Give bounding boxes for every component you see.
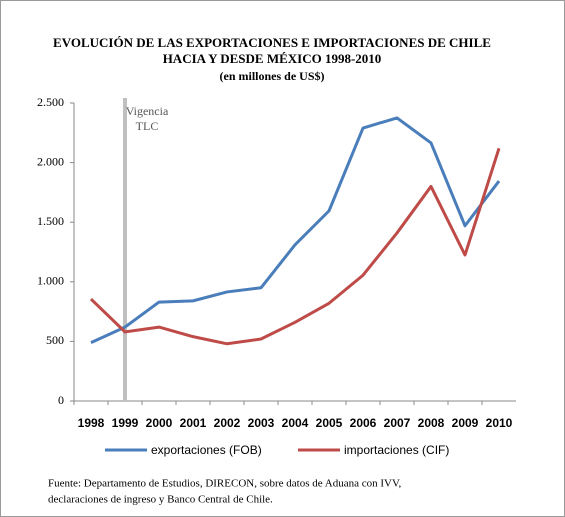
x-tick-label: 2000 <box>146 416 173 430</box>
x-tick-label: 2009 <box>452 416 479 430</box>
series-line <box>89 147 501 346</box>
x-tick-label: 2010 <box>486 416 513 430</box>
x-tick-label: 2001 <box>180 416 207 430</box>
x-tick-label: 2004 <box>282 416 309 430</box>
legend-label: importaciones (CIF) <box>344 443 449 457</box>
x-tick-label: 2005 <box>316 416 343 430</box>
source-note: declaraciones de ingreso y Banco Central… <box>48 494 273 506</box>
y-tick-label: 0 <box>58 393 64 407</box>
y-tick-label: 1.500 <box>37 214 64 228</box>
y-tick-label: 2.000 <box>37 154 64 168</box>
annotation-text: Vigencia <box>126 104 169 118</box>
chart-subtitle: (en millones de US$) <box>220 69 325 83</box>
series-line <box>90 116 501 344</box>
x-tick-label: 2002 <box>214 416 241 430</box>
x-tick-label: 1999 <box>112 416 139 430</box>
x-tick-label: 2003 <box>248 416 275 430</box>
chart-title: HACIA Y DESDE MÉXICO 1998-2010 <box>163 51 382 66</box>
source-note: Fuente: Departamento de Estudios, DIRECO… <box>48 478 402 490</box>
y-tick-label: 500 <box>46 333 64 347</box>
y-tick-label: 1.000 <box>37 274 64 288</box>
x-tick-label: 2006 <box>350 416 377 430</box>
y-tick-label: 2.500 <box>37 95 64 109</box>
x-tick-label: 2008 <box>418 416 445 430</box>
x-tick-label: 2007 <box>384 416 411 430</box>
chart-title: EVOLUCIÓN DE LAS EXPORTACIONES E IMPORTA… <box>53 35 491 50</box>
annotation-text: TLC <box>136 119 159 133</box>
x-tick-label: 1998 <box>78 416 105 430</box>
legend-label: exportaciones (FOB) <box>151 443 262 457</box>
